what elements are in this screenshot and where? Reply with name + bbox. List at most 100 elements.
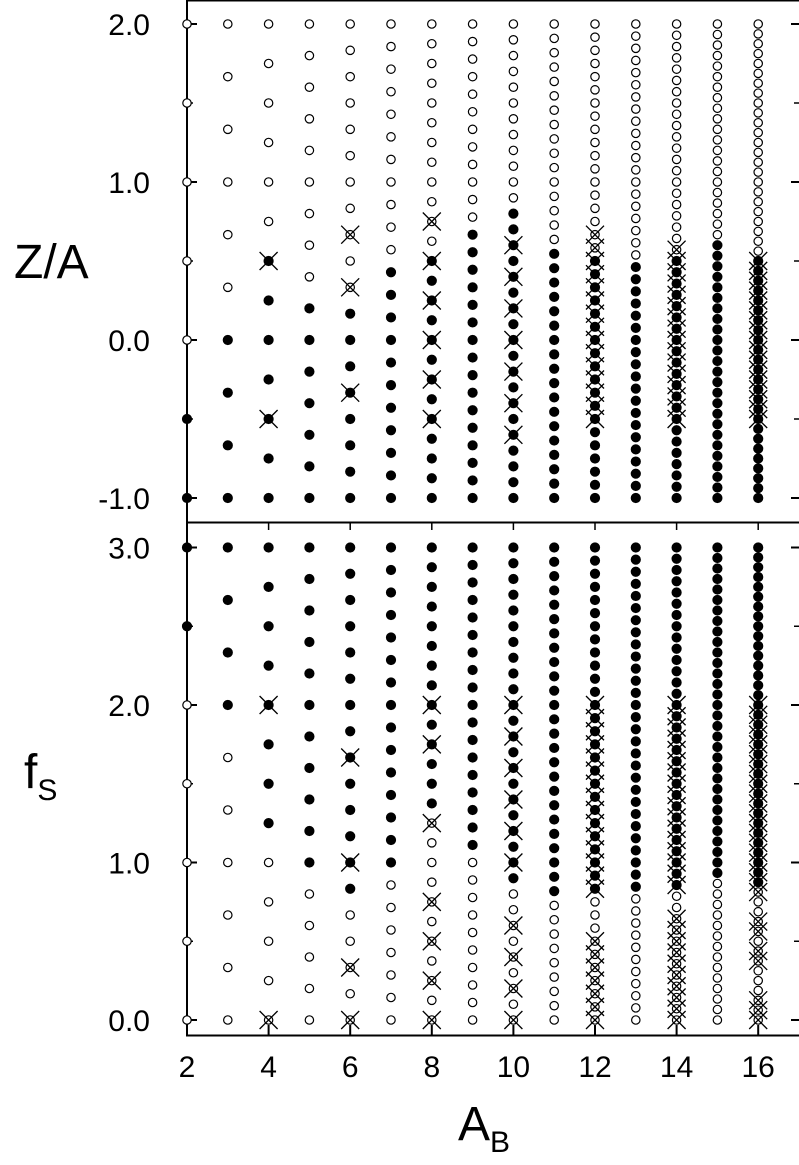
top-open-point (671, 19, 682, 29)
top-filled-point (712, 429, 723, 440)
top-filled-point (671, 492, 682, 504)
top-filled-point (467, 387, 478, 398)
top-filled-point (385, 402, 397, 413)
bottom-filled-point (304, 699, 315, 711)
top-open-point (508, 161, 519, 171)
top-open-point (426, 137, 437, 148)
bottom-filled-point (671, 576, 682, 587)
top-open-point (712, 29, 723, 40)
top-open-point (671, 211, 682, 221)
top-filled-point (630, 407, 641, 419)
top-open-point (712, 50, 723, 61)
bottom-cross-mark (422, 734, 442, 754)
top-open-point (467, 54, 478, 64)
bottom-open-point (426, 857, 437, 868)
bottom-filled-point (467, 612, 478, 623)
bottom-cross-mark (422, 971, 442, 991)
bottom-open-point (630, 918, 641, 928)
xtick-label: 14 (660, 1051, 693, 1084)
bottom-open-point (630, 978, 641, 989)
top-open-point (508, 193, 519, 203)
top-open-point (671, 143, 682, 153)
top-open-point (630, 237, 641, 248)
top-open-point (671, 199, 682, 210)
top-filled-point (549, 306, 560, 317)
bottom-cross-mark (585, 958, 605, 977)
top-open-point (345, 203, 355, 214)
top-filled-point (549, 421, 560, 432)
top-open-point (671, 188, 682, 199)
bottom-filled-point (385, 767, 397, 778)
bottom-filled-point (426, 621, 437, 632)
bottom-open-point (426, 995, 437, 1006)
top-open-point (386, 244, 396, 255)
top-cross-mark (422, 409, 442, 429)
top-open-point (630, 250, 641, 260)
bottom-open-point (630, 954, 641, 965)
top-filled-point (589, 492, 601, 504)
top-filled-point (467, 229, 478, 240)
top-filled-point (508, 477, 519, 488)
top-open-point (630, 189, 641, 199)
bottom-cross-mark (585, 944, 605, 964)
bottom-cross-mark (585, 853, 605, 872)
bottom-filled-point (549, 857, 560, 868)
top-filled-point (549, 248, 560, 259)
top-open-point (671, 41, 682, 52)
bottom-filled-point (630, 627, 641, 638)
top-ytick-label: -1.0 (98, 483, 150, 516)
bottom-open-point (263, 857, 274, 868)
bottom-filled-point (589, 673, 601, 684)
top-filled-point (222, 387, 233, 398)
bottom-open-point (712, 878, 723, 889)
top-open-point (223, 282, 233, 293)
bottom-filled-point (630, 687, 641, 698)
top-open-point (753, 38, 763, 49)
top-filled-point (304, 366, 315, 377)
top-open-point (426, 117, 437, 128)
top-cross-mark (748, 340, 768, 360)
top-filled-point (508, 255, 519, 267)
bottom-filled-point (549, 742, 560, 754)
top-open-point (630, 165, 641, 175)
top-filled-point (345, 492, 356, 504)
bottom-open-point (630, 894, 641, 904)
bottom-open-point (630, 942, 641, 953)
bottom-open-point (671, 891, 682, 902)
top-cross-mark (585, 409, 605, 429)
bottom-cross-mark (503, 947, 523, 967)
bottom-filled-point (712, 542, 723, 553)
bottom-panel-frame (186, 521, 799, 1037)
bottom-filled-point (630, 736, 641, 747)
bottom-filled-point (467, 787, 478, 798)
bottom-filled-point (508, 873, 519, 884)
bottom-filled-point (467, 699, 478, 711)
top-filled-point (385, 380, 397, 391)
bottom-cross-mark (340, 748, 360, 767)
top-open-point (386, 86, 396, 97)
top-open-point (223, 229, 233, 240)
top-filled-point (304, 303, 315, 314)
top-ytick-label: 2.0 (108, 9, 150, 42)
bottom-filled-point (467, 804, 478, 816)
bottom-filled-point (589, 555, 601, 566)
top-filled-point (630, 310, 641, 321)
bottom-filled-point (222, 647, 233, 658)
bottom-filled-point (630, 602, 641, 614)
top-open-point (508, 98, 519, 108)
top-cross-mark (748, 409, 768, 429)
bottom-filled-point (753, 571, 764, 583)
top-cross-mark (585, 343, 605, 363)
bottom-open-point (467, 927, 478, 938)
top-open-point (508, 114, 519, 124)
bottom-cross-mark (585, 984, 605, 1004)
bottom-filled-point (508, 652, 519, 663)
top-open-point (753, 187, 763, 197)
bottom-filled-point (712, 804, 723, 816)
top-filled-point (671, 459, 682, 470)
bottom-filled-point (426, 581, 437, 592)
top-open-point (590, 150, 600, 161)
top-filled-point (712, 471, 723, 483)
top-open-point (467, 159, 478, 170)
bottom-filled-point (385, 609, 397, 621)
